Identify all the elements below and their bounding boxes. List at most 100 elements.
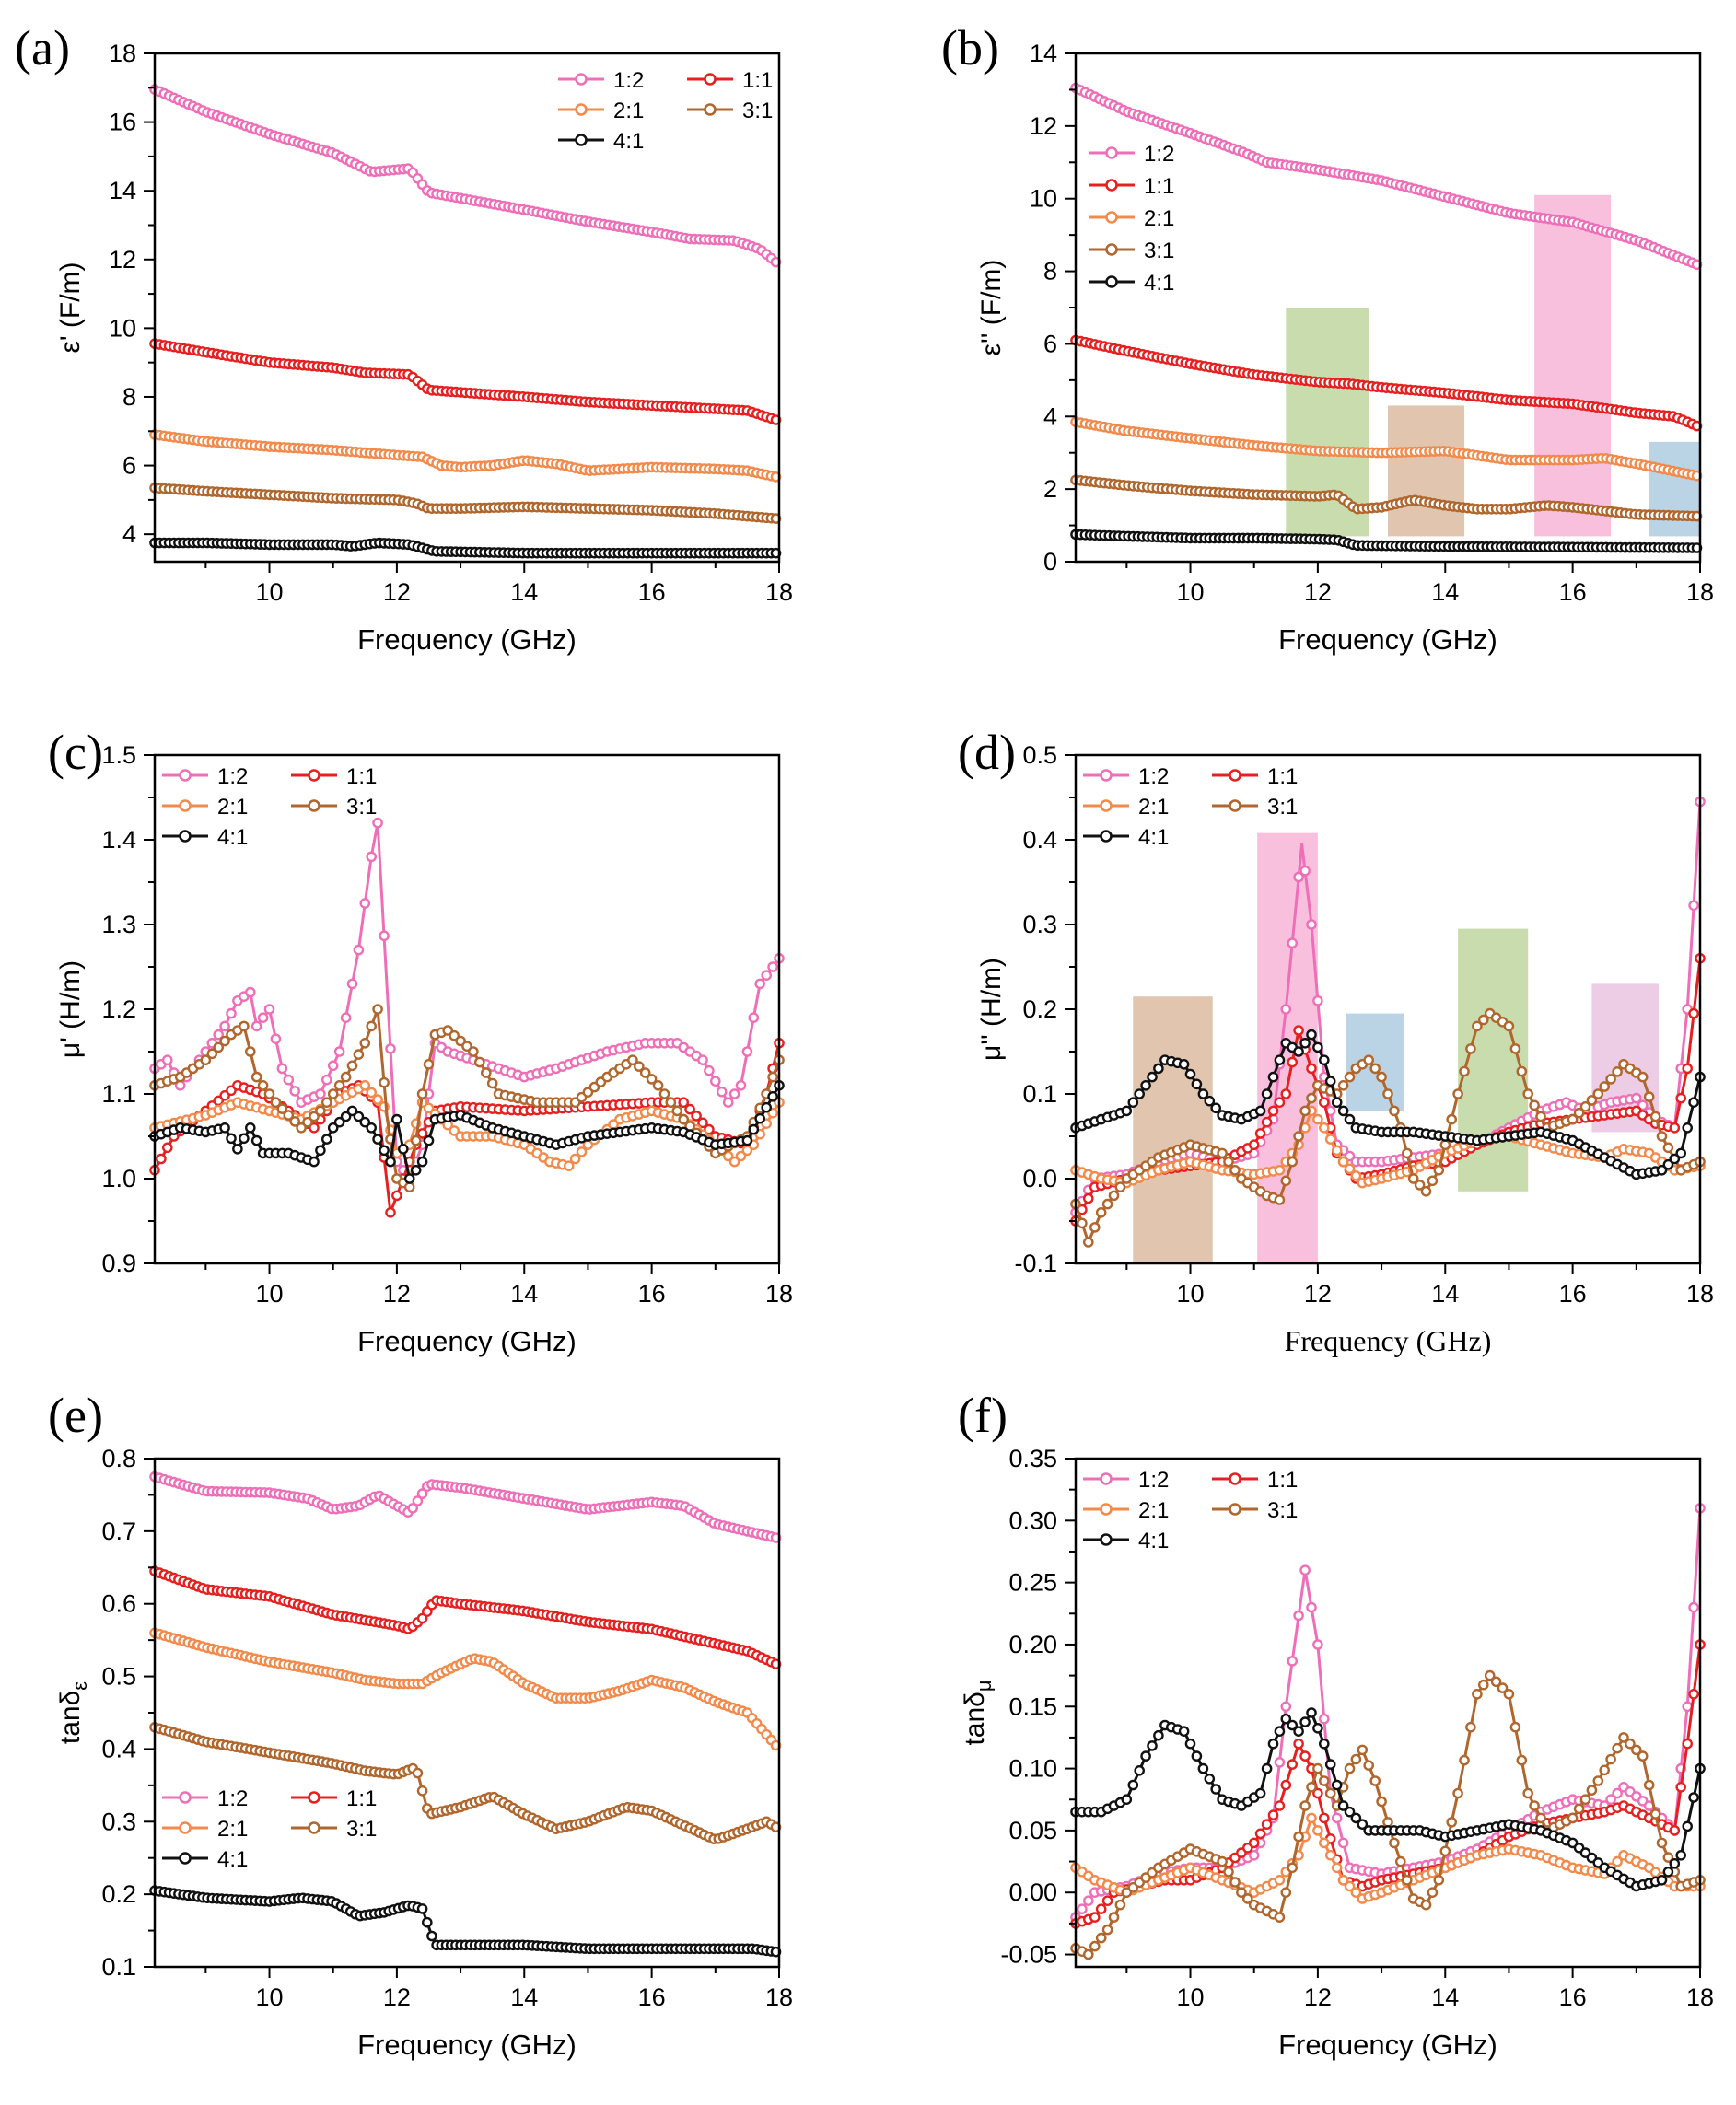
data-point <box>416 1903 428 1914</box>
y-tick-label: 1.3 <box>101 911 136 938</box>
x-tick-label: 16 <box>1559 578 1587 606</box>
data-point <box>333 1046 345 1057</box>
data-point <box>1248 1139 1260 1150</box>
data-point <box>359 898 371 909</box>
y-tick-label: 12 <box>1030 112 1057 140</box>
legend-marker <box>308 799 320 812</box>
legend-item-3-1: 3:1 <box>1212 1498 1298 1523</box>
data-point <box>1643 1779 1655 1791</box>
data-point <box>423 1059 435 1070</box>
legend-marker <box>1100 1503 1113 1516</box>
data-point <box>1248 1837 1260 1849</box>
legend-item-1-2: 1:2 <box>1089 142 1174 167</box>
legend-marker <box>179 1791 192 1804</box>
data-point <box>1669 1122 1681 1134</box>
legend-item-3-1: 3:1 <box>687 99 773 123</box>
data-point <box>1223 1867 1234 1878</box>
y-axis-label-subscript: μ <box>973 1680 996 1692</box>
series-1-2 <box>149 1471 782 1543</box>
data-point <box>1656 1875 1668 1886</box>
y-tick-label: 0.1 <box>101 1953 136 1981</box>
series-1-1 <box>1070 1639 1706 1929</box>
data-point <box>1299 1750 1311 1762</box>
legend-label: 1:1 <box>346 764 377 789</box>
legend-label: 2:1 <box>1138 795 1169 820</box>
data-point <box>1433 1875 1445 1886</box>
legend-label: 1:1 <box>742 68 773 93</box>
y-axis-label-subscript: ε <box>68 1681 91 1691</box>
y-tick-label: 0.15 <box>1008 1692 1057 1720</box>
data-point <box>1121 1794 1133 1805</box>
legend-item-1-2: 1:2 <box>1083 1468 1169 1493</box>
data-point <box>353 1049 365 1060</box>
data-point <box>1083 1237 1094 1248</box>
data-point <box>366 851 378 863</box>
data-point <box>1312 1762 1323 1774</box>
data-point <box>1439 1139 1451 1150</box>
data-point <box>1312 1639 1323 1650</box>
panel-d: 10 12 14 16 18 -0.1 0.0 0.1 0.2 0.3 0.4 0.5 Frequenc… <box>958 725 1714 1357</box>
data-point <box>1612 1742 1623 1754</box>
data-point <box>1688 1097 1699 1108</box>
data-point <box>1178 1059 1190 1070</box>
data-point <box>1382 1088 1393 1099</box>
highlight-region <box>1346 1013 1404 1111</box>
legend-label: 3:1 <box>346 1817 377 1842</box>
data-point <box>1280 1088 1292 1099</box>
data-point <box>748 1012 760 1023</box>
data-point <box>1363 1054 1374 1065</box>
data-point <box>1134 1088 1145 1099</box>
data-point <box>410 1165 422 1176</box>
data-point <box>333 1080 345 1091</box>
data-point <box>1089 1940 1101 1952</box>
data-point <box>1675 1092 1686 1104</box>
axes-frame <box>153 1457 781 1969</box>
data-point <box>1267 1071 1279 1083</box>
data-point <box>1274 1757 1286 1768</box>
data-point <box>257 1012 269 1023</box>
data-point <box>270 1033 282 1044</box>
data-point <box>1153 1729 1164 1741</box>
data-point <box>1402 1875 1413 1886</box>
y-tick-label: 10 <box>109 314 136 342</box>
series-1-1 <box>1070 334 1703 432</box>
legend-item-2-1: 2:1 <box>162 1817 248 1842</box>
legend-item-4-1: 4:1 <box>1083 1529 1169 1553</box>
data-point <box>426 1930 437 1942</box>
data-point <box>1592 1775 1604 1786</box>
data-point <box>1331 1779 1343 1791</box>
x-axis-label: Frequency (GHz) <box>357 1325 577 1357</box>
data-point <box>1108 1190 1120 1202</box>
data-point <box>1274 1194 1286 1205</box>
x-tick-label: 10 <box>256 1983 284 2011</box>
legend-marker <box>308 1791 320 1804</box>
data-point <box>1089 1912 1101 1923</box>
data-point <box>1344 1071 1356 1083</box>
y-tick-label: 1.1 <box>101 1080 136 1108</box>
x-tick-label: 10 <box>1177 1280 1205 1308</box>
data-point <box>1293 1738 1304 1750</box>
x-tick-label: 14 <box>510 1280 538 1308</box>
data-point <box>1612 1066 1623 1077</box>
x-tick-label: 18 <box>765 578 793 606</box>
y-tick-label: 0.8 <box>101 1445 136 1472</box>
data-point <box>1184 1738 1196 1750</box>
legend-item-1-1: 1:1 <box>291 764 377 789</box>
data-point <box>1573 1803 1585 1815</box>
data-point <box>474 1056 485 1068</box>
legend-item-4-1: 4:1 <box>162 1847 248 1872</box>
data-point <box>1254 1828 1266 1840</box>
legend-marker <box>1100 769 1113 782</box>
legend-label: 3:1 <box>1267 1498 1298 1523</box>
legend-label: 4:1 <box>217 1847 248 1872</box>
y-tick-label: 0.5 <box>1022 741 1057 769</box>
y-tick-label: 4 <box>122 520 136 548</box>
data-point <box>1420 1899 1432 1911</box>
data-point <box>1567 1812 1579 1824</box>
data-point <box>1306 1063 1317 1075</box>
x-tick-label: 14 <box>510 578 538 606</box>
legend-marker <box>1105 243 1118 256</box>
data-point <box>1656 1131 1668 1142</box>
data-point <box>1077 1217 1088 1229</box>
y-tick-label: 18 <box>109 40 136 67</box>
